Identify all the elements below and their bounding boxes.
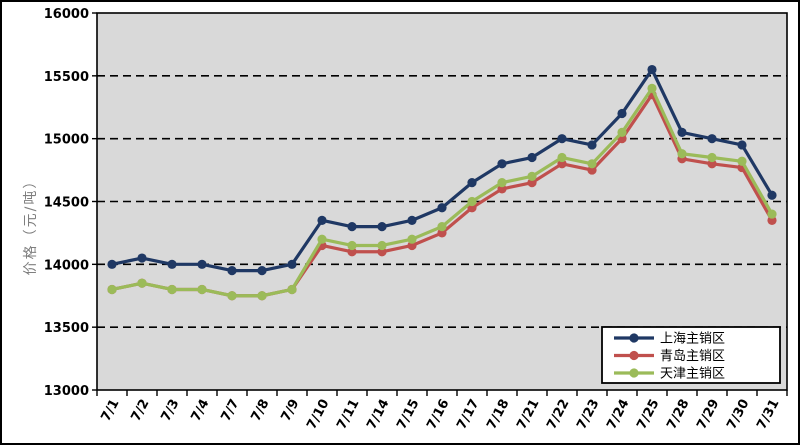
series-marker-0 [587,140,597,150]
series-marker-2 [707,152,717,163]
series-marker-0 [197,259,207,269]
x-tick-label: 7/18 [484,397,512,432]
series-marker-0 [347,222,357,232]
series-marker-2 [617,127,627,137]
y-tick-label: 15500 [44,70,89,85]
x-tick-label: 7/2 [129,397,153,424]
series-marker-0 [227,266,237,276]
series-marker-0 [167,259,177,269]
legend-marker [629,333,639,343]
series-marker-0 [437,203,447,213]
series-marker-2 [767,209,777,219]
x-tick-label: 7/31 [754,397,782,432]
x-tick-label: 7/8 [249,397,273,424]
x-tick-label: 7/30 [724,397,752,432]
series-marker-0 [617,108,627,119]
series-marker-0 [467,178,477,188]
series-marker-0 [497,159,507,169]
series-marker-2 [287,284,297,295]
series-marker-0 [767,190,777,200]
series-marker-2 [137,278,147,288]
series-marker-0 [287,259,297,269]
series-marker-2 [317,234,327,244]
legend-item-0: 上海主销区 [614,332,725,347]
series-marker-2 [347,240,357,251]
y-tick-label: 13500 [44,321,89,336]
legend-item-2: 天津主销区 [614,367,725,382]
x-tick-label: 7/10 [304,397,332,432]
legend-label: 青岛主销区 [660,348,725,364]
legend-label: 上海主销区 [660,332,725,347]
x-tick-label: 7/4 [189,397,213,424]
series-marker-2 [467,196,477,207]
x-tick-label: 7/14 [364,397,392,432]
series-marker-0 [377,222,387,232]
series-marker-2 [677,149,687,159]
series-marker-2 [377,240,387,251]
series-marker-0 [317,215,327,225]
x-tick-label: 7/16 [424,397,452,432]
series-marker-2 [167,284,177,295]
series-marker-2 [587,159,597,169]
series-marker-0 [137,253,147,263]
x-tick-label: 7/11 [334,397,362,432]
series-marker-0 [257,266,267,276]
series-marker-0 [707,134,717,144]
x-tick-label: 7/21 [514,397,542,432]
y-tick-label: 13000 [44,384,89,399]
x-tick-label: 7/22 [544,397,572,432]
series-marker-2 [107,284,117,295]
x-tick-label: 7/7 [219,397,243,424]
series-marker-0 [407,215,417,225]
series-marker-2 [497,178,507,188]
series-marker-2 [437,222,447,232]
legend-marker [629,368,639,378]
series-marker-0 [647,64,657,75]
x-tick-label: 7/1 [99,397,123,424]
x-tick-label: 7/24 [604,397,632,432]
series-marker-2 [257,291,267,301]
y-tick-label: 15000 [44,133,89,148]
x-tick-label: 7/23 [574,397,602,432]
series-marker-2 [197,284,207,295]
series-marker-0 [677,127,687,137]
series-marker-2 [407,234,417,244]
x-tick-label: 7/29 [694,397,722,432]
series-marker-0 [527,152,537,163]
series-marker-2 [737,156,747,166]
x-tick-label: 7/9 [279,397,303,424]
y-tick-label: 14500 [44,196,89,211]
series-marker-0 [557,134,567,144]
series-marker-0 [107,259,117,269]
x-tick-label: 7/3 [159,397,183,424]
x-tick-label: 7/17 [454,397,482,432]
y-tick-label: 16000 [44,7,89,22]
x-tick-label: 7/15 [394,397,422,432]
x-tick-label: 7/28 [664,397,692,432]
series-marker-2 [227,291,237,301]
series-marker-0 [737,140,747,150]
legend-marker [629,350,639,361]
y-tick-label: 14000 [44,258,89,273]
series-marker-2 [647,83,657,93]
x-tick-label: 7/25 [634,397,662,432]
legend-label: 天津主销区 [660,367,725,382]
series-marker-2 [527,171,537,181]
legend-item-1: 青岛主销区 [614,348,725,364]
series-marker-2 [557,152,567,163]
